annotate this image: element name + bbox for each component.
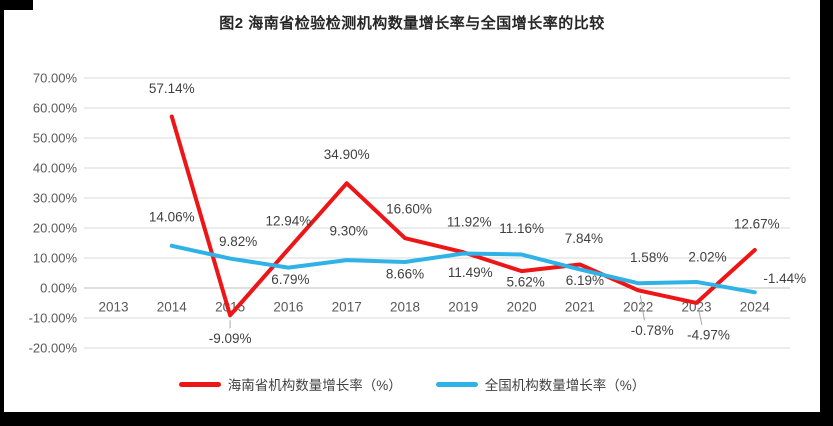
chart-title: 图2 海南省检验检测机构数量增长率与全国增长率的比较 xyxy=(219,15,605,32)
x-axis-tick-label: 2018 xyxy=(390,300,420,315)
data-label: 2.02% xyxy=(688,249,726,264)
data-label: 11.49% xyxy=(448,265,493,280)
data-label: 7.84% xyxy=(565,231,603,246)
y-axis-tick-label: 0.00% xyxy=(40,281,77,296)
y-axis-tick-label: 40.00% xyxy=(33,161,78,176)
data-label: 11.92% xyxy=(447,215,492,230)
x-axis-tick-label: 2019 xyxy=(448,300,478,315)
x-axis-tick-label: 2024 xyxy=(740,300,771,315)
x-axis-tick-label: 2020 xyxy=(507,300,537,315)
x-axis-tick-label: 2016 xyxy=(273,300,303,315)
data-label: -9.09% xyxy=(209,331,252,346)
x-axis-tick-label: 2014 xyxy=(157,300,188,315)
data-label: 5.62% xyxy=(506,275,544,290)
data-label: 8.66% xyxy=(386,267,424,282)
legend-label-national: 全国机构数量增长率（%） xyxy=(484,378,646,393)
data-label: -4.97% xyxy=(687,327,730,342)
x-axis-tick-label: 2021 xyxy=(565,300,595,315)
data-label: 12.67% xyxy=(734,216,780,231)
x-axis-tick-label: 2013 xyxy=(98,300,128,315)
x-axis-tick-label: 2015 xyxy=(215,300,245,315)
data-label: 6.79% xyxy=(271,272,309,287)
chart-canvas: 图2 海南省检验检测机构数量增长率与全国增长率的比较 70.00% 60.00% 5… xyxy=(4,0,820,412)
data-label: 14.06% xyxy=(149,209,195,224)
legend-item-national: 全国机构数量增长率（%） xyxy=(435,374,646,394)
y-axis-tick-label: -10.00% xyxy=(29,311,78,326)
data-label: 1.58% xyxy=(630,250,668,265)
chart-legend: 海南省机构数量增长率（%） 全国机构数量增长率（%） xyxy=(4,374,820,394)
y-axis-tick-label: 50.00% xyxy=(33,131,78,146)
data-label-leader-line xyxy=(697,307,703,326)
data-label: 6.19% xyxy=(566,273,604,288)
data-label: 9.30% xyxy=(330,224,368,239)
data-label: 12.94% xyxy=(266,214,312,229)
national-line-swatch xyxy=(435,381,478,387)
series-line-1 xyxy=(169,243,757,295)
y-axis-tick-label: 10.00% xyxy=(33,251,78,266)
black-notch-artifact xyxy=(0,0,33,10)
data-label: 9.82% xyxy=(219,234,257,249)
data-label: 16.60% xyxy=(386,202,432,217)
y-axis-tick-label: -20.00% xyxy=(29,341,78,356)
hainan-line-swatch xyxy=(178,381,221,387)
legend-item-hainan: 海南省机构数量增长率（%） xyxy=(178,374,402,394)
legend-label-hainan: 海南省机构数量增长率（%） xyxy=(227,378,402,393)
y-axis-tick-label: 70.00% xyxy=(33,71,78,86)
x-axis-tick-label: 2017 xyxy=(332,300,362,315)
y-axis-tick-label: 20.00% xyxy=(33,221,78,236)
data-label: -0.78% xyxy=(631,323,674,338)
data-label: 11.16% xyxy=(499,221,544,236)
growth-line-chart: 70.00% 60.00% 50.00% 40.00% 30.00% 20.00% 10.0… xyxy=(29,71,807,356)
x-axis-tick-label: 2022 xyxy=(623,300,653,315)
data-label: -1.44% xyxy=(763,271,806,286)
y-axis-tick-label: 60.00% xyxy=(33,101,78,116)
data-label: 57.14% xyxy=(149,81,195,96)
data-label: 34.90% xyxy=(324,147,370,162)
y-axis-tick-label: 30.00% xyxy=(33,191,78,206)
data-label-leader-line xyxy=(639,295,645,321)
